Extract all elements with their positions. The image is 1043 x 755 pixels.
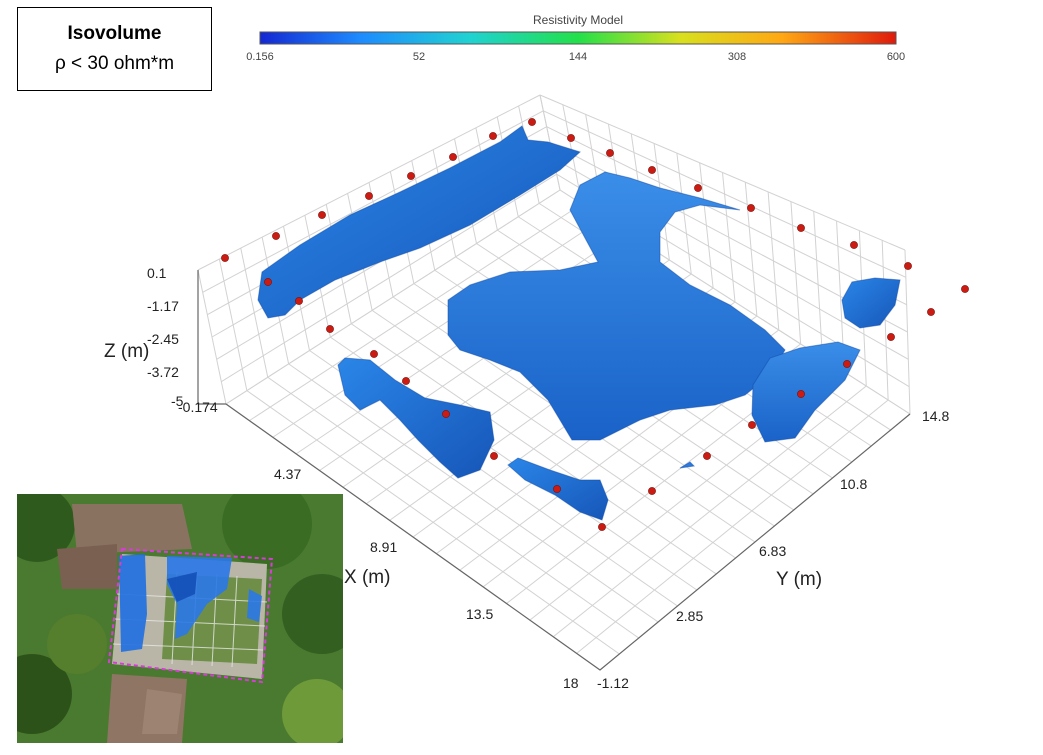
electrode-point [606, 149, 614, 157]
electrode-point [449, 153, 457, 161]
electrodes [221, 118, 969, 531]
electrode-point [528, 118, 536, 126]
electrode-point [490, 452, 498, 460]
electrode-point [365, 192, 373, 200]
electrode-point [598, 523, 606, 531]
colorbar-title: Resistivity Model [533, 13, 623, 27]
z-tick: 0.1 [147, 265, 167, 281]
grid-line [202, 110, 544, 293]
aerial-photo-graphic [17, 494, 343, 743]
z-tick: -1.17 [147, 298, 179, 314]
y-tick: 2.85 [676, 608, 703, 624]
electrode-point [442, 410, 450, 418]
electrode-point [402, 377, 410, 385]
z-tick: -3.72 [147, 364, 179, 380]
electrode-point [648, 166, 656, 174]
electrode-point [747, 204, 755, 212]
y-tick: 6.83 [759, 543, 786, 559]
electrode-point [703, 452, 711, 460]
isovolume-fragment [679, 461, 696, 469]
isovolume-title-box: Isovolume ρ < 30 ohm*m [17, 7, 212, 91]
electrode-point [961, 285, 969, 293]
electrode-point [318, 211, 326, 219]
y-tick: -1.12 [597, 675, 629, 691]
electrode-point [797, 224, 805, 232]
colorbar-tick-label: 0.156 [246, 51, 274, 63]
electrode-point [927, 308, 935, 316]
isovolume-body-west [337, 357, 495, 479]
aerial-photo [17, 494, 343, 743]
x-tick: 4.37 [274, 466, 301, 482]
z-axis-label: Z (m) [104, 341, 149, 362]
electrode-point [694, 184, 702, 192]
grid-line [576, 399, 889, 654]
electrode-point [648, 487, 656, 495]
colorbar-tick-label: 52 [413, 51, 425, 63]
x-tick: 8.91 [370, 539, 397, 555]
electrode-point [221, 254, 229, 262]
grid-line [221, 173, 557, 383]
electrode-point [567, 134, 575, 142]
electrode-point [904, 262, 912, 270]
colorbar-tick-label: 600 [887, 51, 905, 63]
threshold-label: ρ < 30 ohm*m [54, 53, 175, 74]
x-axis-label: X (m) [344, 567, 390, 588]
electrode-point [887, 333, 895, 341]
tick-labels: 0.1 -1.17 -2.45 -3.72 -5 -0.174 4.37 8.9… [147, 265, 949, 691]
electrode-point [407, 172, 415, 180]
x-tick: 18 [563, 675, 579, 691]
y-axis-label: Y (m) [776, 569, 822, 590]
electrode-point [489, 132, 497, 140]
z-axis-line [197, 270, 226, 405]
colorbar-tick-label: 308 [728, 51, 746, 63]
electrode-point [264, 278, 272, 286]
isovolume-body-ne [841, 277, 901, 329]
grid-line [543, 110, 907, 278]
electrode-point [553, 485, 561, 493]
x-tick: -0.174 [178, 399, 218, 415]
electrode-point [370, 350, 378, 358]
electrode-point [797, 390, 805, 398]
axis-lines [197, 270, 911, 671]
x-tick: 13.5 [466, 606, 493, 622]
electrode-point [272, 232, 280, 240]
grid-line [552, 385, 867, 638]
isovolume-body-center [447, 171, 786, 441]
electrode-point [748, 421, 756, 429]
electrode-point [295, 297, 303, 305]
z-tick: -2.45 [147, 331, 179, 347]
colorbar-gradient [259, 31, 897, 45]
isovolume-body-north [257, 125, 581, 319]
isovolume-title: Isovolume [67, 23, 162, 44]
z-tick: -5 [171, 393, 184, 409]
isovolume-body-east [751, 341, 861, 443]
y-tick: 14.8 [922, 408, 949, 424]
isovolume-surfaces [257, 125, 901, 521]
grid-line [225, 189, 561, 405]
axis-titles: Z (m) X (m) Y (m) [104, 341, 822, 590]
electrode-point [850, 241, 858, 249]
grid-line [197, 94, 541, 271]
colorbar-tick-label: 144 [569, 51, 587, 63]
y-tick: 10.8 [840, 476, 867, 492]
electrode-point [326, 325, 334, 333]
grid-line [539, 94, 906, 251]
grid-line [546, 126, 907, 306]
colorbar: Resistivity Model 0.156 52 144 308 600 [246, 13, 905, 63]
electrode-point [843, 360, 851, 368]
floor-front-axes [225, 403, 911, 671]
